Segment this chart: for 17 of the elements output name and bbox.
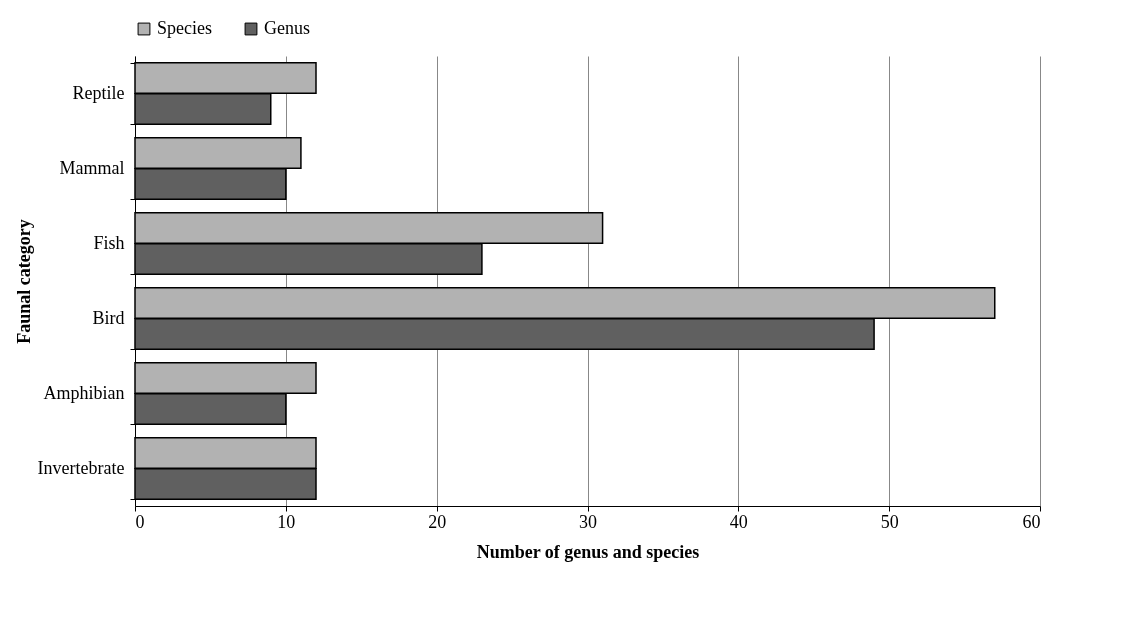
legend-label: Species	[157, 18, 212, 38]
legend-label: Genus	[264, 18, 310, 38]
x-axis-title: Number of genus and species	[476, 541, 700, 562]
x-tick-label: 50	[880, 511, 899, 532]
x-tick-label: 40	[729, 511, 748, 532]
y-axis-title: Faunal category	[13, 219, 34, 344]
y-tick-label: Mammal	[59, 158, 125, 178]
x-tick-label: 30	[579, 511, 597, 532]
x-tick-label: 60	[1022, 511, 1041, 532]
y-tick-label: Bird	[92, 308, 125, 328]
y-tick-label: Fish	[93, 233, 125, 253]
x-tick-label: 10	[277, 511, 296, 532]
y-tick-label: Invertebrate	[37, 458, 125, 478]
y-tick-label: Amphibian	[43, 383, 125, 403]
x-tick-label: 0	[135, 511, 145, 532]
x-tick-label: 20	[428, 511, 447, 532]
y-tick-label: Reptile	[72, 83, 125, 103]
